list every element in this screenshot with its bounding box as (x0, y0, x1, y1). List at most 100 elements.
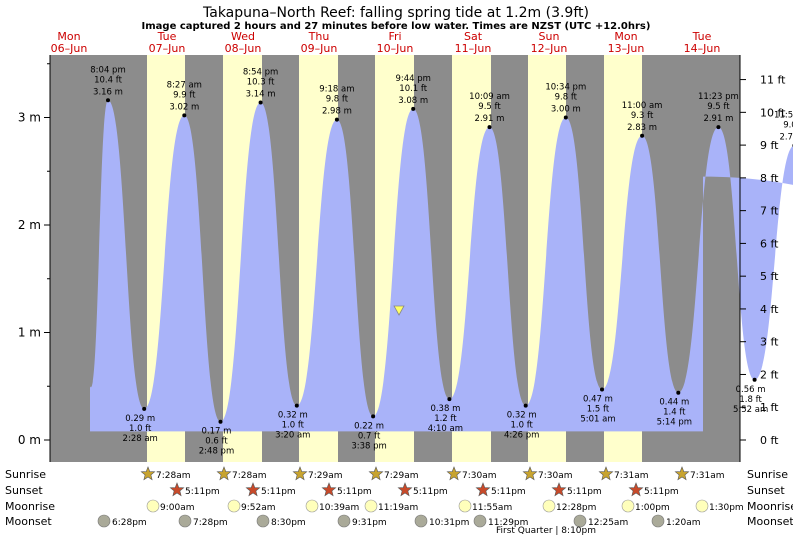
high-tide-feet: 9.0 ft (783, 120, 793, 130)
low-tide-feet: 1.4 ft (663, 408, 686, 418)
high-tide-time: 8:27 am (167, 80, 202, 90)
low-tide-time: 2:48 pm (199, 447, 234, 457)
high-tide-point (106, 98, 110, 103)
row-label-left: Moonset (5, 515, 52, 528)
day-date: 13–Jun (608, 42, 645, 55)
high-tide-meters: 2.98 m (322, 107, 352, 117)
moonrise-time: 12:28pm (556, 503, 596, 513)
high-tide-point (182, 113, 187, 118)
high-tide-time: 9:18 am (319, 85, 354, 95)
high-tide-meters: 3.02 m (169, 102, 199, 112)
sunrise-icon (522, 466, 538, 481)
right-tick-label: 10 ft (760, 106, 786, 119)
high-tide-feet: 10.4 ft (94, 75, 122, 85)
low-tide-feet: 1.0 ft (282, 421, 305, 431)
sunrise-icon (368, 466, 384, 481)
right-tick-label: 9 ft (760, 139, 779, 152)
day-name: Tue (692, 30, 712, 43)
moonrise-time: 9:00am (160, 503, 195, 513)
moonset-time: 9:31pm (352, 518, 387, 528)
day-name: Mon (614, 30, 637, 43)
row-label-right: Sunrise (747, 468, 788, 481)
low-tide-feet: 1.0 ft (510, 421, 533, 431)
low-tide-point (676, 390, 681, 395)
right-tick-label: 1 ft (760, 401, 779, 414)
moonset-icon (573, 514, 587, 528)
moonset-icon (414, 514, 428, 528)
sunrise-time: 7:29am (308, 471, 343, 481)
row-label-right: Sunset (747, 484, 785, 497)
moonrise-icon (305, 499, 319, 513)
low-tide-meters: 0.22 m (354, 421, 384, 431)
low-tide-point (600, 387, 604, 392)
low-tide-meters: 0.47 m (583, 394, 613, 404)
day-name: Tue (157, 30, 177, 43)
sunrise-time: 7:31am (614, 471, 649, 481)
moonrise-icon (621, 499, 635, 513)
moonrise-time: 11:19am (378, 503, 418, 513)
high-tide-feet: 9.5 ft (707, 102, 730, 112)
high-tide-time: 10:09 am (469, 92, 510, 102)
low-tide-point (371, 414, 376, 419)
high-tide-feet: 9.8 ft (326, 95, 349, 105)
day-date: 11–Jun (455, 42, 492, 55)
sunrise-time: 7:28am (156, 471, 191, 481)
high-tide-time: 10:34 pm (545, 83, 586, 93)
moonrise-time: 11:55am (472, 503, 512, 513)
high-tide-meters: 2.91 m (703, 114, 733, 124)
low-tide-time: 3:38 pm (351, 441, 386, 451)
low-tide-feet: 1.8 ft (739, 395, 762, 405)
moonset-time: 1:20am (666, 518, 701, 528)
right-tick-label: 8 ft (760, 172, 779, 185)
moonrise-time: 1:00pm (635, 503, 670, 513)
plot-area (50, 55, 793, 462)
sunset-time: 5:11pm (491, 487, 526, 497)
day-name: Sat (464, 30, 483, 43)
day-date: 08–Jun (225, 42, 262, 55)
low-tide-meters: 0.17 m (202, 427, 232, 437)
high-tide-point (258, 100, 263, 105)
sunset-time: 5:11pm (644, 487, 679, 497)
sunrise-icon (674, 466, 690, 481)
high-tide-meters: 2.74 m (779, 132, 793, 142)
high-tide-time: 11:00 am (622, 101, 663, 111)
sunrise-time: 7:31am (690, 471, 725, 481)
high-tide-point (640, 133, 645, 138)
day-date: 10–Jun (377, 42, 414, 55)
low-tide-time: 5:52 am (733, 405, 768, 415)
sunset-icon (475, 482, 491, 497)
high-tide-point (334, 117, 339, 122)
axes-group: 3 m 2 m 1 m 0 m 11 ft 10 ft 9 ft 8 ft 7 ft 6 ft 5 … (18, 55, 786, 462)
right-tick-label: 3 ft (760, 336, 779, 349)
low-tide-meters: 0.32 m (278, 411, 308, 421)
sunrise-icon (446, 466, 462, 481)
high-tide-feet: 9.9 ft (173, 90, 196, 100)
low-tide-time: 4:10 am (428, 424, 463, 434)
moonset-time: 7:28pm (193, 518, 228, 528)
sunrise-time: 7:30am (538, 471, 573, 481)
moonset-time: 8:30pm (271, 518, 306, 528)
high-tide-time: 8:54 pm (243, 67, 278, 77)
high-tide-feet: 9.3 ft (631, 111, 654, 121)
day-date: 06–Jun (51, 42, 88, 55)
moonrise-icon (227, 499, 241, 513)
low-tide-feet: 1.0 ft (129, 424, 152, 434)
right-tick-label: 5 ft (760, 270, 779, 283)
low-tide-meters: 0.44 m (659, 398, 689, 408)
sunset-time: 5:11pm (413, 487, 448, 497)
low-tide-time: 5:14 pm (657, 418, 692, 428)
moonrise-icon (146, 499, 160, 513)
sunrise-time: 7:30am (462, 471, 497, 481)
sunset-time: 5:11pm (567, 487, 602, 497)
high-tide-point (411, 106, 416, 111)
sunrise-icon (216, 466, 232, 481)
high-tide-time: 11:50 am (774, 110, 793, 120)
sunset-icon (551, 482, 567, 497)
moonset-icon (651, 514, 665, 528)
left-tick-label: 0 m (18, 433, 41, 447)
sunset-icon (397, 482, 413, 497)
low-tide-point (218, 419, 223, 424)
